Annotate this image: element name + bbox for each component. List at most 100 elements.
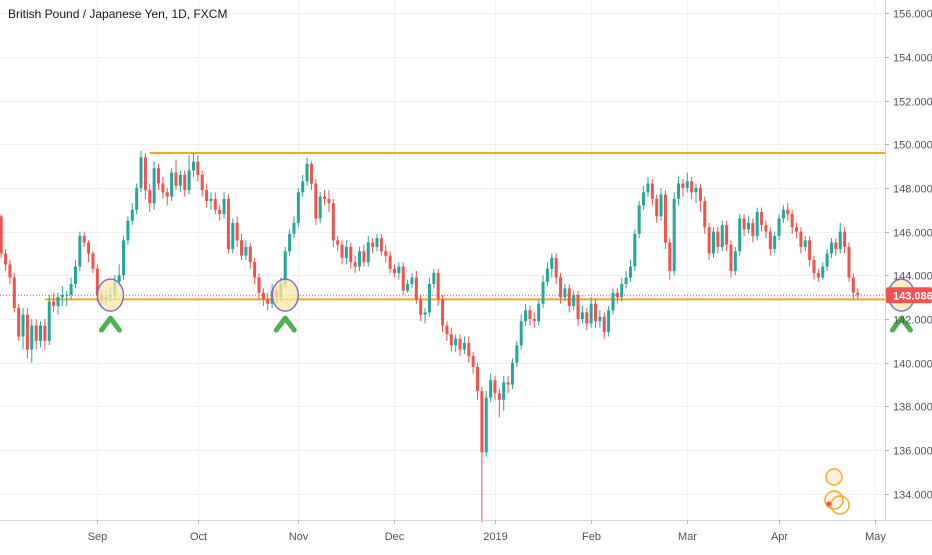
candle-body <box>471 356 475 368</box>
candle-body <box>585 312 589 324</box>
candle-body <box>78 235 82 267</box>
candle-body <box>716 231 720 247</box>
candle-body <box>580 312 584 319</box>
candle-body <box>21 314 25 337</box>
candle-body <box>17 308 21 337</box>
candle-body <box>165 192 169 197</box>
candle-body <box>261 292 265 300</box>
candle-body <box>427 284 431 313</box>
candle-body <box>677 183 681 199</box>
candle-body <box>52 301 56 306</box>
candle-body <box>567 288 571 306</box>
y-tick-label: 134.000 <box>893 490 932 502</box>
candle-body <box>414 277 418 300</box>
candle-body <box>502 382 506 400</box>
candle-body <box>506 382 510 385</box>
candle-body <box>39 325 43 341</box>
candle-body <box>834 242 838 250</box>
candle-body <box>209 198 213 202</box>
candle-body <box>12 277 16 309</box>
candle-body <box>441 299 445 326</box>
candle-body <box>384 251 388 256</box>
candle-body <box>205 190 209 202</box>
candle-body <box>589 303 593 324</box>
candle-body <box>633 233 637 267</box>
candle-body <box>707 227 711 254</box>
candle-body <box>462 343 466 350</box>
candle-body <box>624 277 628 285</box>
candle-body <box>65 294 69 296</box>
candle-body <box>183 174 187 191</box>
horizontal-levels[interactable] <box>0 151 885 301</box>
candle-body <box>694 187 698 193</box>
candle-body <box>358 251 362 267</box>
y-tick-label: 152.000 <box>893 97 932 109</box>
tradingview-logo-icon <box>824 468 850 515</box>
candle-body <box>698 187 702 202</box>
candle-body <box>87 242 91 254</box>
candle-body <box>257 277 261 293</box>
candle-body <box>362 251 366 263</box>
candle-body <box>288 233 292 252</box>
candle-body <box>213 198 217 210</box>
candle-body <box>47 301 51 341</box>
candle-body <box>611 292 615 311</box>
candle-body <box>733 251 737 271</box>
candle-body <box>375 238 379 247</box>
candle-body <box>821 266 825 278</box>
candle-body <box>515 345 519 363</box>
candle-body <box>738 218 742 252</box>
candle-body <box>685 181 689 188</box>
candle-body <box>563 288 567 298</box>
candle-body <box>406 284 410 291</box>
candle-body <box>436 273 440 300</box>
candle-body <box>191 161 195 171</box>
candle-body <box>8 264 12 278</box>
candle-body <box>200 174 204 191</box>
candle-body <box>742 218 746 230</box>
candle-body <box>537 303 541 322</box>
candle-body <box>467 343 471 357</box>
candle-body <box>829 242 833 254</box>
candle-body <box>659 194 663 217</box>
candle-body <box>157 168 161 184</box>
axes: 134.000 136.000 138.000 140.000 142.000 144.0… <box>0 0 932 543</box>
candle-body <box>602 316 606 333</box>
candle-body <box>323 196 327 199</box>
candle-body <box>240 240 244 256</box>
candle-body <box>397 266 401 274</box>
candle-body <box>410 277 414 285</box>
candle-body <box>30 325 34 350</box>
candle-body <box>331 203 335 241</box>
candle-body <box>620 284 624 298</box>
candle-body <box>646 183 650 193</box>
candle-body <box>628 266 632 278</box>
candle-body <box>532 318 536 322</box>
candles <box>0 150 860 523</box>
touch-circle <box>271 278 299 312</box>
candle-body <box>135 187 139 210</box>
candle-body <box>231 222 235 250</box>
candle-body <box>336 240 340 245</box>
candle-body <box>773 235 777 250</box>
candle-body <box>663 194 667 243</box>
candle-body <box>117 275 121 282</box>
candle-body <box>283 251 287 285</box>
touch-circle <box>96 278 125 312</box>
candle-body <box>449 334 453 346</box>
candle-body <box>69 284 73 295</box>
candle-body <box>650 183 654 199</box>
candle-body <box>672 198 676 271</box>
candle-body <box>786 209 790 215</box>
candle-body <box>843 231 847 247</box>
candle-body <box>91 253 95 269</box>
candle-body <box>432 273 436 285</box>
candle-body <box>751 222 755 236</box>
x-tick-label: Oct <box>190 531 207 543</box>
x-tick-label: Dec <box>385 531 405 543</box>
candle-body <box>244 246 248 256</box>
x-tick-label: Sep <box>88 531 108 543</box>
candle-body <box>174 172 178 186</box>
